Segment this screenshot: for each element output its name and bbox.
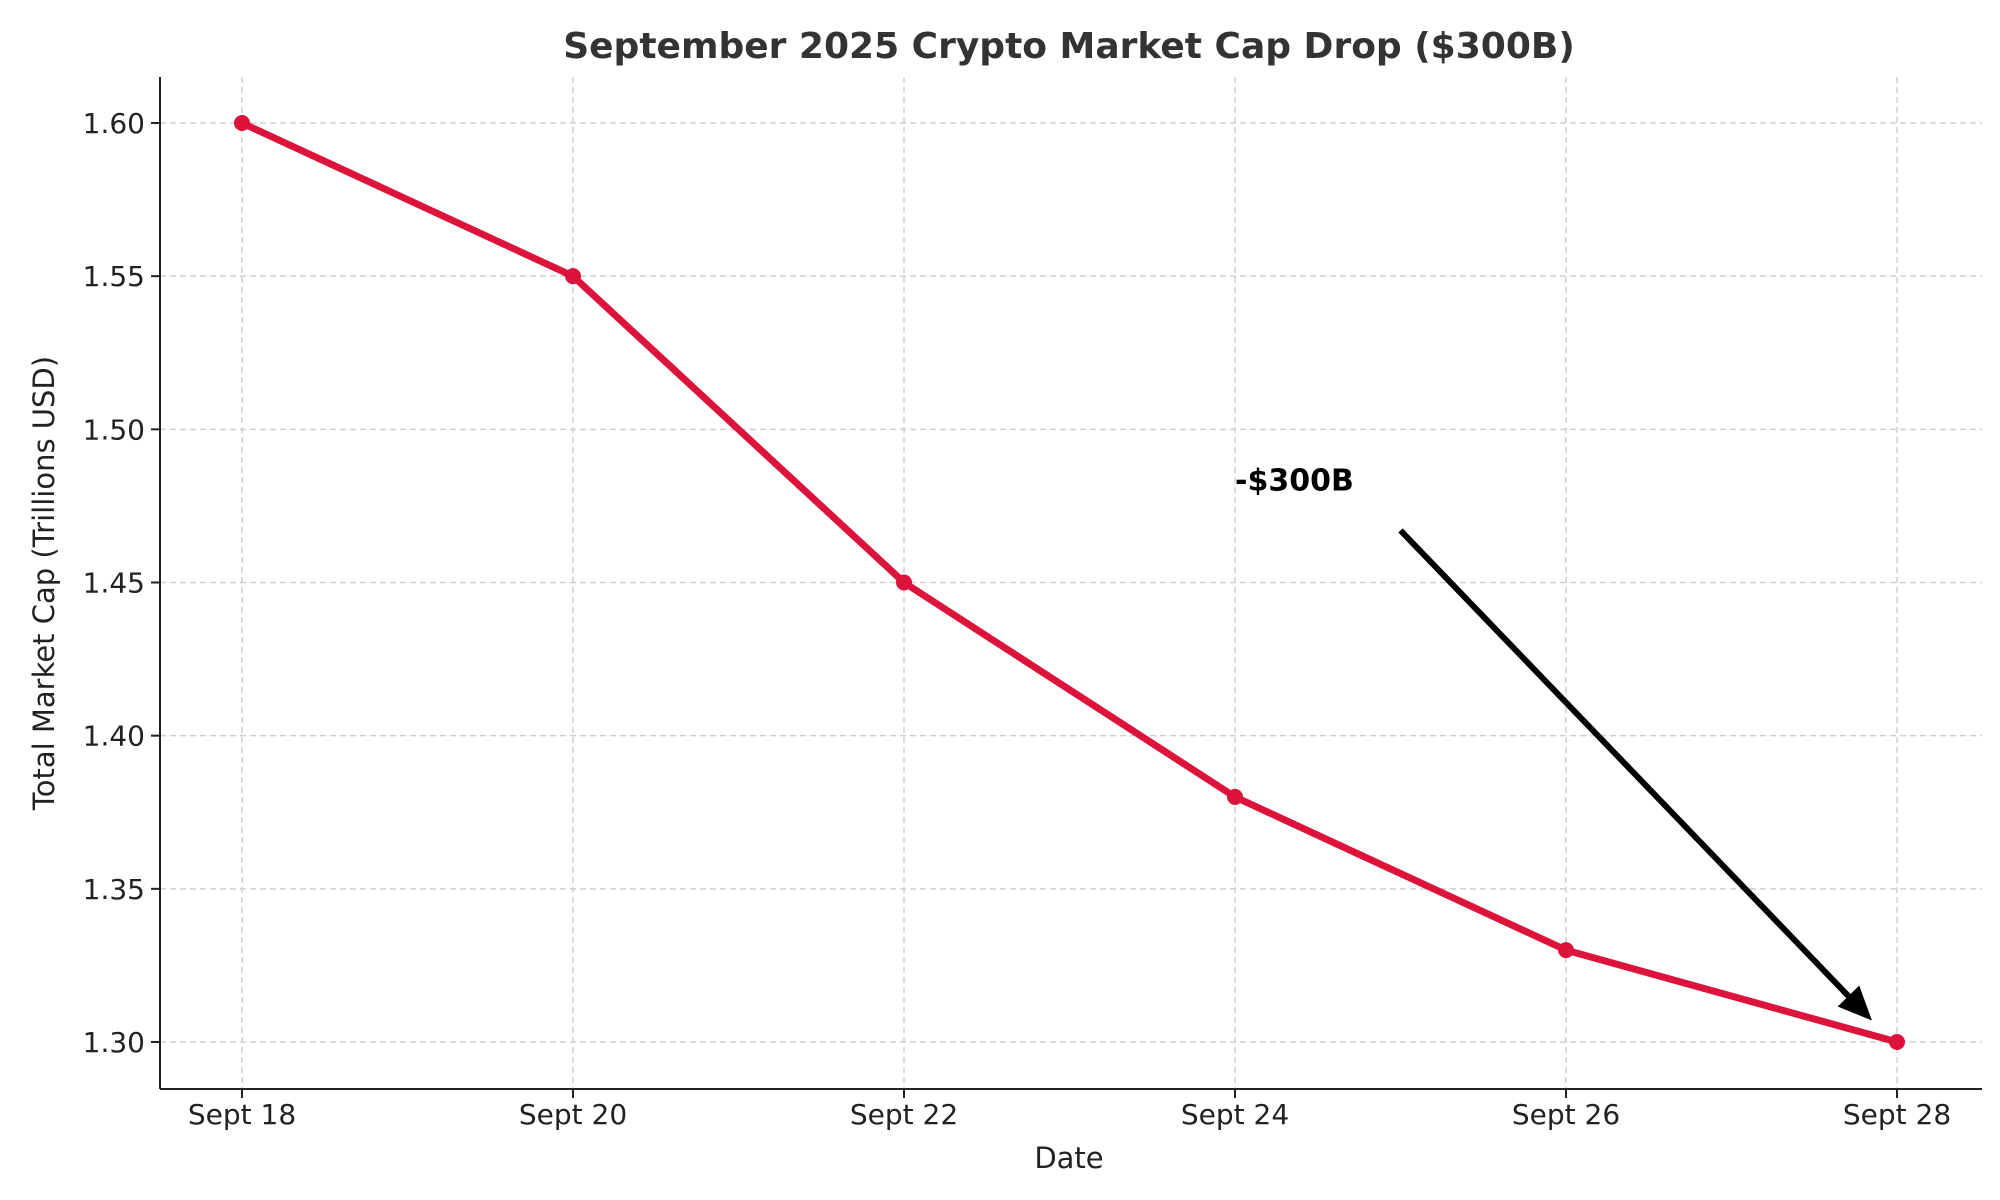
x-tick-label: Sept 18 — [188, 1098, 296, 1131]
y-tick-label: 1.60 — [83, 107, 145, 140]
x-tick-label: Sept 24 — [1181, 1098, 1289, 1131]
y-tick-label: 1.35 — [83, 873, 145, 906]
data-point — [565, 268, 581, 285]
annotation-arrow-head — [1837, 985, 1872, 1021]
annotation: -$300B — [1235, 464, 1872, 1021]
x-tick-label: Sept 22 — [850, 1098, 958, 1131]
x-tick-label: Sept 20 — [519, 1098, 627, 1131]
grid — [160, 77, 1982, 1089]
series-path — [240, 119, 1898, 1046]
data-point — [1227, 788, 1243, 805]
data-point — [896, 574, 912, 591]
chart-title: September 2025 Crypto Market Cap Drop ($… — [563, 26, 1575, 67]
y-tick-label: 1.30 — [83, 1026, 145, 1059]
y-tick-label: 1.45 — [83, 567, 145, 600]
y-tick-label: 1.40 — [83, 720, 145, 753]
y-tick-label: 1.50 — [83, 413, 145, 446]
annotation-label: -$300B — [1235, 464, 1354, 499]
x-tick-label: Sept 26 — [1512, 1098, 1620, 1131]
data-point — [1558, 942, 1574, 959]
x-axis-label: Date — [1034, 1141, 1103, 1175]
y-axis-label: Total Market Cap (Trillions USD) — [27, 356, 61, 811]
annotation-arrow-shaft — [1398, 528, 1851, 999]
data-point — [1889, 1034, 1905, 1050]
x-tick-label: Sept 28 — [1843, 1098, 1951, 1131]
data-point — [234, 115, 250, 131]
y-tick-label: 1.55 — [83, 260, 145, 293]
series-line — [234, 115, 1905, 1050]
